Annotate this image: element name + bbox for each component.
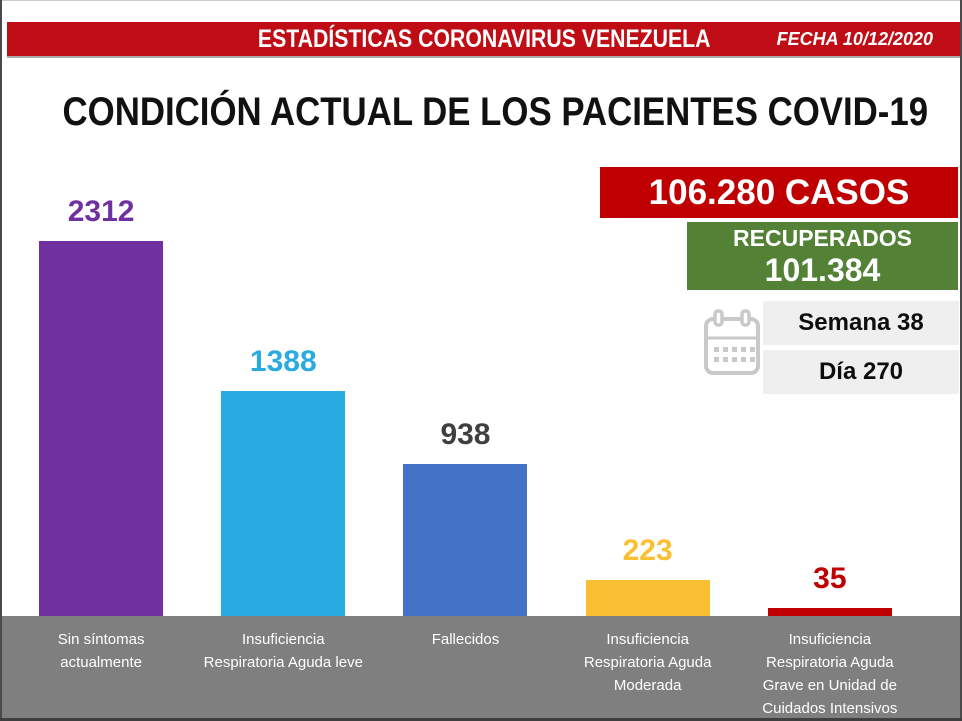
chart-column-ira-leve: 1388 (192, 346, 374, 616)
bar-value-label: 1388 (249, 345, 317, 378)
bar-sin-sintomas (39, 241, 164, 616)
slide-edge-bottom (0, 718, 962, 721)
week-label: Semana 38 (798, 309, 924, 336)
category-label-ira-leve: Insuficiencia Respiratoria Aguda leve (203, 631, 363, 671)
day-label: Día 270 (818, 358, 904, 385)
category-band: Sin síntomas actualmente Insuficiencia R… (0, 616, 962, 721)
header-banner: ESTADÍSTICAS CORONAVIRUS VENEZUELA FECHA… (7, 22, 962, 56)
banner-date: FECHA 10/12/2020 (776, 28, 933, 49)
bar-value-label: 938 (440, 418, 491, 451)
bar-value-label: 223 (622, 534, 673, 567)
recovered-box: RECUPERADOS 101.384 (687, 222, 958, 290)
category-label-ira-grave-uci: Insuficiencia Respiratoria Aguda Grave e… (762, 631, 898, 717)
banner-shadow (7, 56, 962, 58)
chart-column-sin-sintomas: 2312 (10, 196, 192, 616)
bar-chart: 2312 1388 938 223 35 (10, 160, 921, 616)
chart-column-fallecidos: 938 (374, 419, 556, 616)
recovered-label: RECUPERADOS (733, 224, 912, 251)
total-cases-box: 106.280 CASOS (600, 167, 958, 218)
chart-column-ira-moderada: 223 (557, 535, 739, 616)
category-label-fallecidos: Fallecidos (431, 631, 500, 648)
recovered-value: 101.384 (764, 251, 881, 288)
slide-edge-top (0, 0, 962, 1)
bar-ira-moderada (585, 580, 710, 616)
week-box: Semana 38 (763, 301, 959, 345)
banner-title: ESTADÍSTICAS CORONAVIRUS VENEZUELA (258, 24, 711, 53)
bar-ira-grave-uci (767, 608, 892, 616)
bar-fallecidos (403, 464, 528, 616)
slide-edge-right (960, 0, 962, 721)
bar-value-label: 2312 (67, 195, 135, 228)
page-title: CONDICIÓN ACTUAL DE LOS PACIENTES COVID-… (62, 90, 929, 134)
category-labels: Sin síntomas actualmente Insuficiencia R… (10, 616, 921, 721)
total-cases-value: 106.280 CASOS (648, 172, 910, 212)
day-box: Día 270 (763, 350, 959, 394)
category-label-ira-moderada: Insuficiencia Respiratoria Aguda Moderad… (583, 631, 712, 694)
category-label-sin-sintomas: Sin síntomas actualmente (57, 631, 145, 671)
bar-value-label: 35 (813, 562, 847, 595)
bar-ira-leve (221, 391, 346, 616)
calendar-icon (703, 309, 761, 377)
slide-edge-left (0, 0, 2, 721)
chart-column-ira-grave-uci: 35 (739, 563, 921, 616)
